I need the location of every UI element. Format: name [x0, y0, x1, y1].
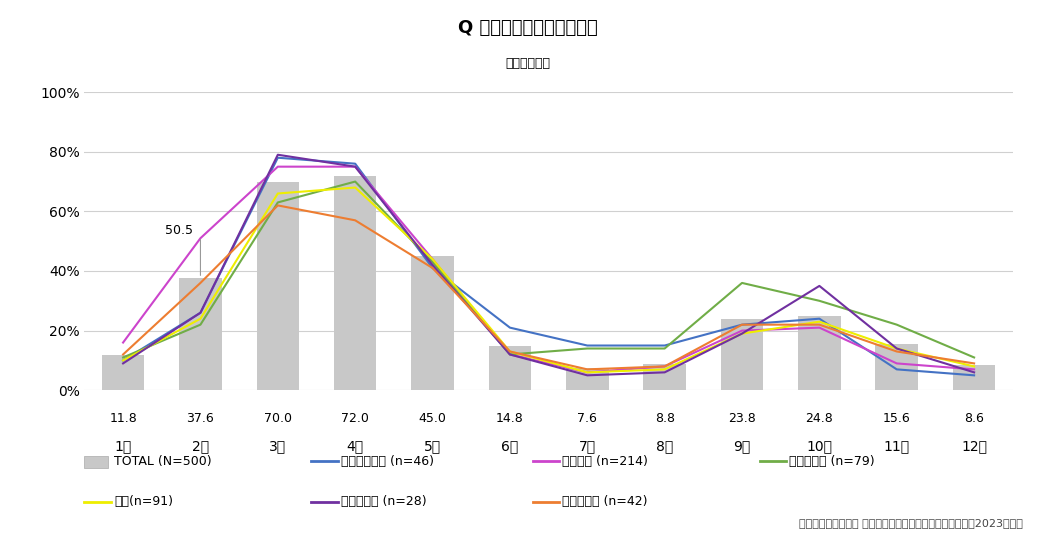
Text: 14.8: 14.8: [496, 412, 523, 425]
Bar: [488, 346, 531, 390]
Bar: [644, 364, 686, 390]
Text: 12月: 12月: [961, 439, 987, 453]
Text: 7.6: 7.6: [577, 412, 597, 425]
Text: 3月: 3月: [269, 439, 286, 453]
Text: 積水ハウス株式会社 住生活研究所「花粉に関する調査　（2023年）」: 積水ハウス株式会社 住生活研究所「花粉に関する調査 （2023年）」: [800, 519, 1023, 528]
Text: 北海道・東北 (n=46): 北海道・東北 (n=46): [341, 455, 434, 468]
Text: 近畑(n=91): 近畑(n=91): [114, 495, 173, 508]
Bar: [798, 317, 841, 390]
Text: 72.0: 72.0: [341, 412, 369, 425]
Text: 4月: 4月: [347, 439, 364, 453]
Bar: [101, 355, 145, 390]
Text: 2月: 2月: [192, 439, 209, 453]
Text: （複数回答）: （複数回答）: [505, 57, 550, 70]
Text: 5月: 5月: [424, 439, 441, 453]
Bar: [721, 319, 764, 390]
Text: 10月: 10月: [806, 439, 832, 453]
Text: 東海・北陸 (n=79): 東海・北陸 (n=79): [789, 455, 875, 468]
Text: 九州・沖縄 (n=42): 九州・沖縄 (n=42): [562, 495, 648, 508]
Text: 7月: 7月: [579, 439, 596, 453]
Text: 23.8: 23.8: [728, 412, 755, 425]
Text: 37.6: 37.6: [187, 412, 214, 425]
Text: TOTAL (N=500): TOTAL (N=500): [114, 455, 212, 468]
Text: 8.8: 8.8: [655, 412, 674, 425]
Text: 関東甲信 (n=214): 関東甲信 (n=214): [562, 455, 648, 468]
Bar: [565, 367, 609, 390]
Text: 8.6: 8.6: [964, 412, 984, 425]
Text: 1月: 1月: [114, 439, 132, 453]
Text: 70.0: 70.0: [264, 412, 292, 425]
Text: 8月: 8月: [656, 439, 673, 453]
Text: 6月: 6月: [501, 439, 519, 453]
Text: 15.6: 15.6: [883, 412, 910, 425]
Text: 50.5: 50.5: [165, 224, 193, 237]
Bar: [179, 278, 222, 390]
Bar: [876, 344, 918, 390]
Bar: [953, 365, 996, 390]
Text: Q 花粉症の症状が出る時期: Q 花粉症の症状が出る時期: [458, 19, 597, 37]
Text: 45.0: 45.0: [419, 412, 446, 425]
Text: 11月: 11月: [884, 439, 909, 453]
Text: 中国・四国 (n=28): 中国・四国 (n=28): [341, 495, 426, 508]
Bar: [334, 176, 377, 390]
Text: 24.8: 24.8: [806, 412, 833, 425]
Bar: [256, 182, 300, 390]
Text: 11.8: 11.8: [110, 412, 137, 425]
Bar: [411, 256, 454, 390]
Text: 9月: 9月: [733, 439, 751, 453]
